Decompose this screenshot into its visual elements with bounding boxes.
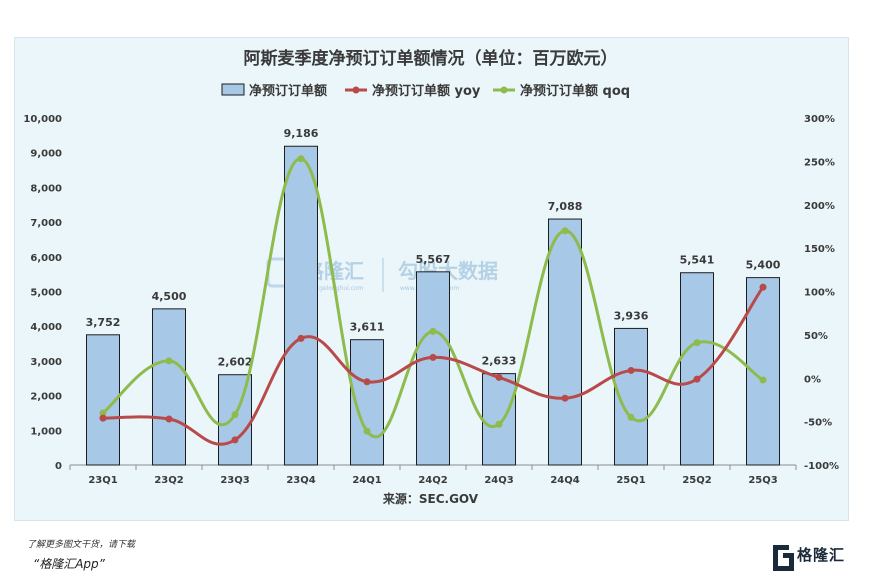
y-left-tick-label: 6,000	[30, 253, 62, 264]
x-tick-label: 24Q3	[484, 475, 513, 486]
bar-23Q2	[152, 308, 186, 466]
source-label: 来源：SEC.GOV	[382, 492, 479, 506]
lines	[99, 155, 767, 446]
bar-value-label: 3,936	[614, 309, 649, 322]
bar-value-label: 5,400	[746, 259, 781, 272]
legend-marker-2	[500, 86, 508, 94]
x-tick-label: 25Q2	[682, 475, 711, 486]
bar-value-label: 5,567	[416, 253, 451, 266]
bar-value-label: 5,541	[680, 254, 715, 267]
y-left-tick-label: 9,000	[30, 149, 62, 160]
y-right-tick-label: 50%	[804, 331, 828, 342]
legend-marker-1	[352, 86, 360, 94]
qoq-point-23Q2	[165, 357, 173, 365]
yoy-point-24Q4	[561, 394, 569, 402]
bar-23Q4	[284, 145, 318, 466]
bars: 3,752 4,500 2,602 9,186 3,611 5,567 2,633 7,088…	[86, 127, 781, 466]
yoy-point-25Q3	[759, 283, 767, 291]
qoq-point-23Q1	[99, 409, 107, 417]
qoq-point-24Q4	[561, 227, 569, 235]
y-left-tick-label: 7,000	[30, 218, 62, 229]
y-right-tick-label: 250%	[804, 157, 835, 168]
bar-value-label: 2,633	[482, 355, 517, 368]
brand-name: 格隆汇	[797, 546, 846, 564]
y-left-tick-label: 8,000	[30, 183, 62, 194]
yoy-point-24Q1	[363, 378, 371, 386]
y-left-tick-label: 0	[55, 461, 62, 472]
bar-24Q2	[416, 271, 450, 466]
legend-swatch-bar	[221, 83, 245, 96]
chart-title: 阿斯麦季度净预订订单额情况（单位：百万欧元）	[243, 49, 618, 69]
x-tick-label: 23Q4	[286, 475, 315, 486]
bar-24Q4	[548, 218, 582, 466]
y-left-tick-label: 1,000	[30, 426, 62, 437]
yoy-point-25Q1	[627, 366, 635, 374]
qoq-point-23Q3	[231, 411, 239, 419]
x-tick-label: 23Q3	[220, 475, 249, 486]
yoy-point-23Q4	[297, 334, 305, 342]
qoq-point-24Q1	[363, 427, 371, 435]
y-right-tick-label: -50%	[804, 418, 832, 429]
y-left-tick-label: 3,000	[30, 357, 62, 368]
y-right-tick-label: 300%	[804, 114, 835, 125]
bar-value-label: 2,602	[218, 356, 253, 369]
yoy-point-23Q3	[231, 436, 239, 444]
yoy-line	[102, 286, 765, 446]
bar-value-label: 3,752	[86, 316, 121, 329]
qoq-point-24Q2	[429, 327, 437, 335]
x-tick-label: 24Q1	[352, 475, 381, 486]
yoy-point-24Q2	[429, 353, 437, 361]
yoy-point-25Q2	[693, 375, 701, 383]
y-right-tick-label: -100%	[804, 461, 839, 472]
y-left-tick-label: 4,000	[30, 322, 62, 333]
yoy-point-24Q3	[495, 373, 503, 381]
legend: 净预订订单额 净预订订单额 yoy 净预订订单额 qoq	[221, 83, 630, 99]
bar-24Q3	[482, 373, 516, 466]
y-right-tick-label: 100%	[804, 288, 835, 299]
qoq-point-24Q3	[495, 420, 503, 428]
footer-app: “格隆汇App”	[33, 557, 105, 571]
qoq-point-25Q2	[693, 339, 701, 347]
x-tick-label: 25Q3	[748, 475, 777, 486]
y-right-tick-label: 0%	[804, 374, 821, 385]
bar-value-label: 7,088	[548, 200, 583, 213]
x-tick-label: 25Q1	[616, 475, 645, 486]
y-right-tick-label: 150%	[804, 244, 835, 255]
bar-value-label: 3,611	[350, 321, 385, 334]
qoq-point-25Q1	[627, 413, 635, 421]
axes: 23Q1 23Q2 23Q3 23Q4 24Q1 24Q2 24Q3 24Q4 25Q1 25Q2…	[23, 114, 839, 486]
yoy-point-23Q2	[165, 415, 173, 423]
qoq-point-25Q3	[759, 376, 767, 384]
x-tick-label: 23Q1	[88, 475, 117, 486]
x-tick-label: 23Q2	[154, 475, 183, 486]
y-left-tick-label: 10,000	[23, 114, 62, 125]
footer-note: 了解更多图文干货，请下载	[27, 540, 136, 550]
y-right-tick-label: 200%	[804, 201, 835, 212]
y-left-tick-label: 5,000	[30, 288, 62, 299]
x-tick-label: 24Q4	[550, 475, 579, 486]
bar-value-label: 9,186	[284, 127, 319, 140]
x-tick-label: 24Q2	[418, 475, 447, 486]
bar-value-label: 4,500	[152, 290, 187, 303]
legend-label-2: 净预订订单额 qoq	[520, 83, 630, 99]
y-left-tick-label: 2,000	[30, 392, 62, 403]
yoy-point-23Q1	[99, 414, 107, 422]
brand-logo-icon	[773, 545, 794, 571]
legend-label-1: 净预订订单额 yoy	[372, 83, 481, 99]
qoq-point-23Q4	[297, 155, 305, 163]
legend-label-0: 净预订订单额	[249, 83, 327, 99]
